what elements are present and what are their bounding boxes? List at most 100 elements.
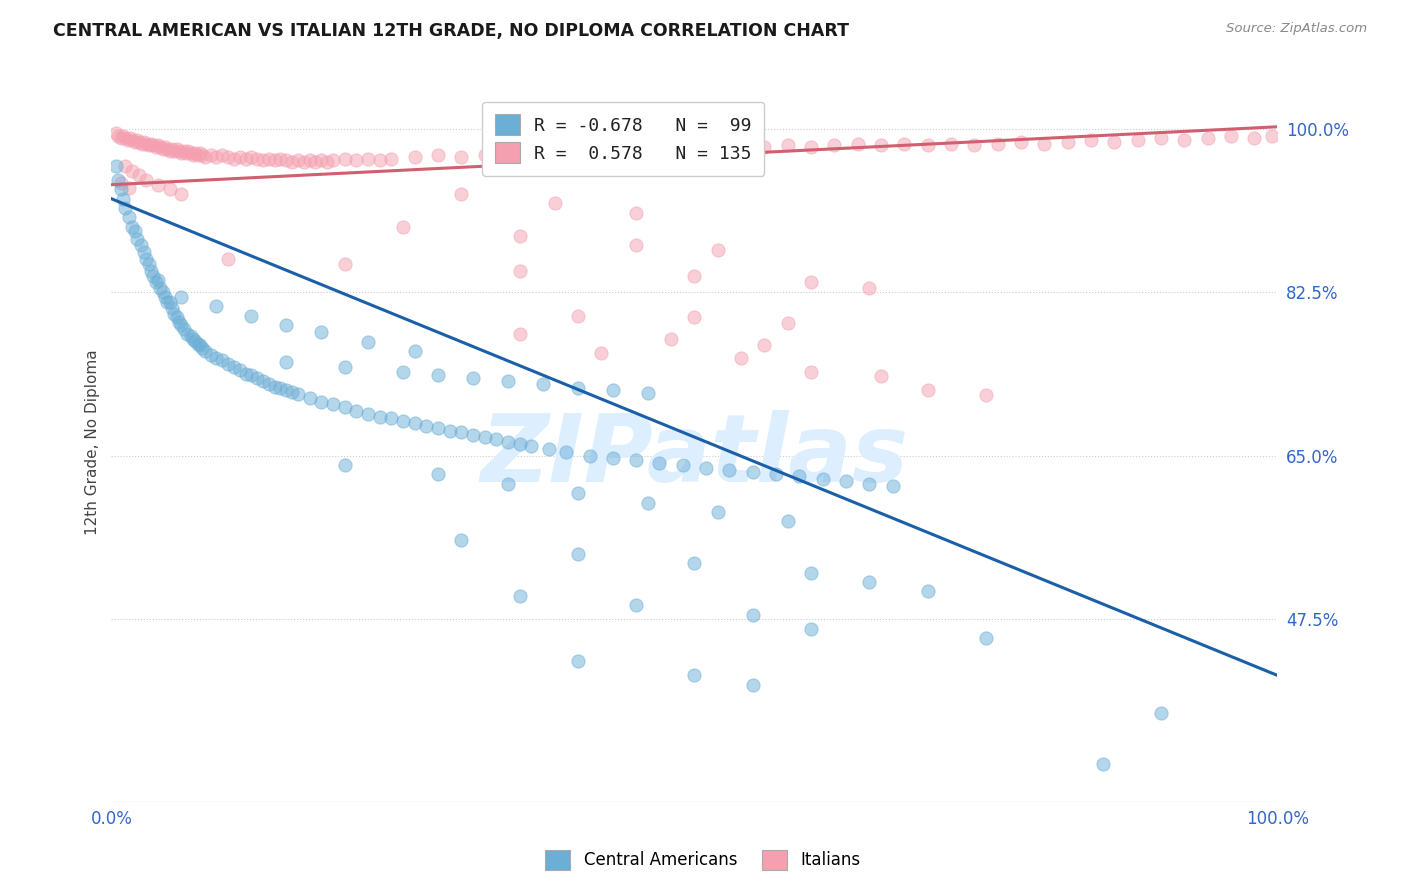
Point (344, 153, 367, 168)
Point (800, 566, 823, 580)
Point (543, 196, 565, 211)
Point (125, 133, 148, 147)
Point (124, 224, 146, 238)
Point (167, 144, 190, 158)
Point (298, 391, 321, 405)
Point (181, 332, 204, 346)
Point (187, 336, 209, 351)
Point (987, 136, 1010, 151)
Point (776, 138, 799, 153)
Point (163, 144, 186, 158)
Point (166, 310, 188, 325)
Point (637, 386, 659, 401)
Point (138, 257, 160, 271)
Point (823, 138, 845, 153)
Point (1010, 135, 1032, 149)
Point (105, 159, 128, 173)
Point (368, 153, 391, 168)
Point (404, 150, 426, 164)
Point (184, 145, 207, 160)
Point (240, 150, 263, 164)
Point (163, 307, 186, 321)
Point (105, 126, 128, 140)
Point (180, 329, 202, 343)
Point (496, 434, 519, 449)
Point (741, 465, 763, 479)
Point (368, 409, 391, 424)
Legend: R = -0.678   N =  99, R =  0.578   N = 135: R = -0.678 N = 99, R = 0.578 N = 135 (482, 102, 765, 176)
Point (392, 219, 415, 234)
Point (252, 153, 274, 168)
Point (707, 243, 730, 257)
Point (240, 309, 263, 323)
Point (159, 294, 181, 309)
Point (145, 140, 167, 154)
Point (648, 456, 671, 470)
Point (228, 150, 250, 164)
Legend: Central Americans, Italians: Central Americans, Italians (538, 843, 868, 877)
Point (252, 374, 274, 388)
Point (121, 133, 143, 147)
Point (392, 414, 415, 428)
Point (257, 152, 280, 166)
Point (217, 150, 239, 164)
Point (707, 505, 730, 519)
Point (1126, 133, 1149, 147)
Point (135, 136, 157, 151)
Point (217, 252, 239, 267)
Point (152, 285, 174, 300)
Point (683, 269, 706, 284)
Point (149, 140, 172, 154)
Point (730, 142, 752, 156)
Point (138, 138, 160, 153)
Point (139, 263, 162, 277)
Point (567, 486, 589, 500)
Point (509, 229, 531, 244)
Point (194, 150, 217, 164)
Point (567, 144, 589, 158)
Point (858, 280, 880, 294)
Point (160, 142, 183, 156)
Point (205, 299, 228, 313)
Point (1173, 133, 1195, 147)
Point (357, 407, 380, 421)
Point (145, 275, 167, 289)
Point (333, 359, 356, 374)
Point (322, 153, 344, 168)
Point (159, 182, 181, 196)
Point (235, 152, 257, 166)
Point (404, 344, 426, 359)
Point (281, 155, 304, 169)
Point (509, 327, 531, 342)
Point (659, 144, 682, 158)
Point (124, 135, 146, 149)
Point (142, 138, 165, 153)
Point (683, 142, 706, 156)
Point (496, 476, 519, 491)
Point (1033, 136, 1056, 151)
Point (496, 374, 519, 388)
Point (835, 474, 858, 488)
Point (474, 430, 496, 444)
Point (1080, 133, 1102, 147)
Point (624, 206, 647, 220)
Point (146, 178, 169, 192)
Point (194, 344, 217, 359)
Point (741, 607, 763, 622)
Point (509, 436, 531, 450)
Point (200, 148, 222, 162)
Point (322, 397, 344, 411)
Point (117, 133, 139, 147)
Point (114, 201, 136, 215)
Point (531, 376, 554, 391)
Point (509, 263, 531, 277)
Point (159, 144, 181, 158)
Point (683, 310, 706, 325)
Point (520, 439, 543, 453)
Point (426, 421, 449, 435)
Point (555, 445, 578, 459)
Point (1102, 135, 1125, 149)
Point (461, 428, 484, 442)
Point (128, 169, 150, 183)
Point (741, 678, 763, 692)
